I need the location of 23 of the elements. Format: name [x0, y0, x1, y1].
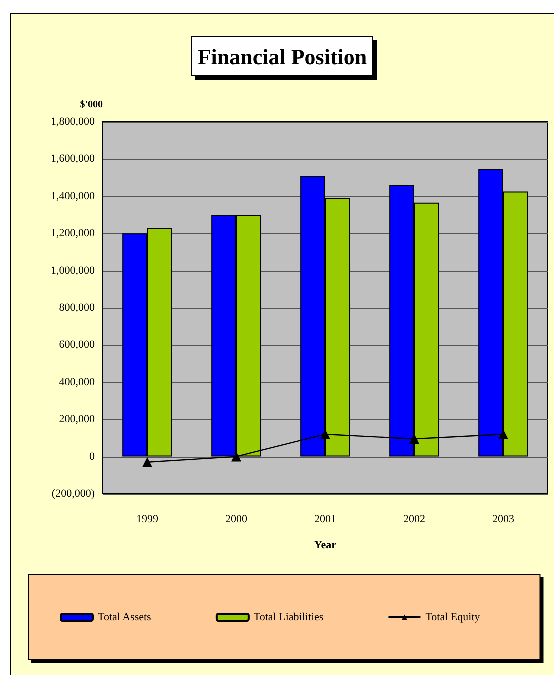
- chart-title: Financial Position: [198, 44, 368, 70]
- y-tick-label: 0: [90, 450, 96, 463]
- x-tick-label: 2001: [314, 514, 336, 526]
- y-tick-label: 600,000: [59, 339, 96, 352]
- legend-label: Total Assets: [98, 612, 152, 624]
- x-tick-label: 1999: [136, 514, 159, 526]
- y-tick-label: 200,000: [59, 414, 96, 426]
- y-tick-label: 1,400,000: [51, 190, 96, 202]
- y-tick-label: 1,600,000: [51, 153, 96, 166]
- x-axis-title: Year: [314, 540, 337, 552]
- x-tick-label: 2000: [226, 514, 248, 526]
- x-tick-label: 2002: [404, 514, 426, 526]
- legend-label: Total Equity: [426, 612, 481, 624]
- y-tick-label: 1,200,000: [51, 228, 96, 240]
- point: [142, 457, 152, 468]
- y-tick-label: 800,000: [59, 302, 96, 314]
- y-tick-label: (200,000): [52, 488, 96, 500]
- y-tick-label: 400,000: [59, 376, 96, 388]
- y-axis-title: $'000: [80, 100, 103, 110]
- y-tick-label: 1,800,000: [51, 116, 96, 128]
- x-tick-label: 2003: [492, 514, 515, 526]
- y-tick-label: 1,000,000: [51, 264, 96, 277]
- legend-label: Total Liabilities: [254, 612, 324, 624]
